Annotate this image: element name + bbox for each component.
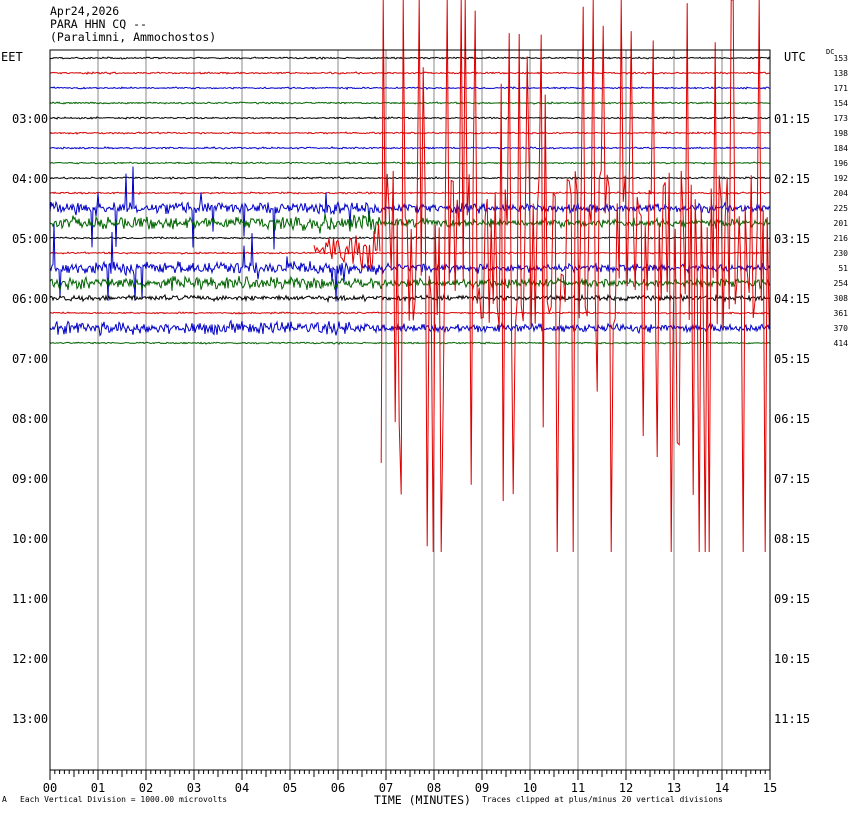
x-axis-title: TIME (MINUTES) [374, 793, 471, 807]
trace-line [49, 251, 771, 255]
right-time-label: 05:15 [774, 352, 811, 366]
x-tick-label: 13 [666, 781, 682, 795]
dc-value: 254 [833, 279, 848, 288]
dc-value: 370 [833, 324, 848, 333]
dc-value: 153 [833, 54, 848, 63]
clip-note: Traces clipped at plus/minus 20 vertical… [482, 795, 723, 804]
x-tick-label: 01 [90, 781, 106, 795]
trace-line [49, 86, 771, 91]
dc-value: 230 [833, 249, 848, 258]
header-date: Apr24,2026 [50, 4, 120, 18]
x-tick-label: 09 [474, 781, 490, 795]
trace-line [49, 341, 771, 345]
right-time-label: 04:15 [774, 292, 811, 306]
trace-line [49, 101, 771, 105]
left-time-label: 11:00 [12, 592, 49, 606]
x-tick-label: 15 [762, 781, 778, 795]
left-time-label: 05:00 [12, 232, 49, 246]
corner-mark: A [2, 795, 7, 804]
trace-line [49, 176, 771, 180]
dc-value: 51 [838, 264, 848, 273]
x-tick-label: 02 [138, 781, 154, 795]
dc-value: 184 [833, 144, 848, 153]
left-time-label: 09:00 [12, 472, 49, 486]
left-time-label: 06:00 [12, 292, 49, 306]
trace-line [49, 211, 771, 235]
left-time-label: 13:00 [12, 712, 49, 726]
dc-value: 196 [833, 159, 848, 168]
right-time-label: 11:15 [774, 712, 811, 726]
seismic-traces [49, 0, 771, 553]
left-time-label: 04:00 [12, 172, 49, 186]
x-tick-label: 00 [42, 781, 58, 795]
dc-value: 216 [833, 234, 848, 243]
dc-value: 198 [833, 129, 848, 138]
right-time-label: 06:15 [774, 412, 811, 426]
trace-line [49, 311, 771, 315]
trace-line [49, 116, 771, 120]
x-tick-label: 06 [330, 781, 346, 795]
event-onset-trace [313, 224, 381, 270]
dc-value: 361 [833, 309, 848, 318]
x-tick-label: 05 [282, 781, 298, 795]
right-time-label: 07:15 [774, 472, 811, 486]
left-timezone-label: EET [1, 50, 23, 64]
header-station: PARA HHN CQ -- [50, 17, 147, 31]
right-time-label: 10:15 [774, 652, 811, 666]
x-tick-label: 11 [570, 781, 586, 795]
left-time-label: 08:00 [12, 412, 49, 426]
header-location: (Paralimni, Ammochostos) [50, 30, 217, 44]
trace-line [49, 131, 771, 135]
x-tick-label: 10 [522, 781, 538, 795]
right-time-label: 08:15 [774, 532, 811, 546]
x-tick-label: 12 [618, 781, 634, 795]
trace-line [49, 71, 770, 75]
dc-value: 192 [833, 174, 848, 183]
plot-frame [49, 49, 771, 780]
x-tick-label: 08 [426, 781, 442, 795]
plot-border [49, 49, 771, 771]
right-time-label: 09:15 [774, 592, 811, 606]
scale-note: Each Vertical Division = 1000.00 microvo… [20, 795, 228, 804]
trace-line [49, 146, 771, 150]
dc-value: 225 [833, 204, 848, 213]
dc-column-header: DC [826, 48, 835, 56]
grid-lines [97, 50, 723, 770]
dc-value: 173 [833, 114, 848, 123]
right-time-label: 03:15 [774, 232, 811, 246]
strong-motion-trace [380, 0, 770, 553]
left-time-label: 10:00 [12, 532, 49, 546]
dc-value: 414 [833, 339, 848, 348]
left-time-label: 07:00 [12, 352, 49, 366]
left-time-label: 12:00 [12, 652, 49, 666]
dc-value: 138 [833, 69, 848, 78]
trace-line [49, 236, 771, 240]
left-time-label: 03:00 [12, 112, 49, 126]
trace-line [49, 166, 771, 250]
trace-line [49, 191, 771, 195]
right-timezone-label: UTC [784, 50, 806, 64]
x-tick-label: 14 [714, 781, 730, 795]
dc-value: 308 [833, 294, 848, 303]
x-tick-label: 07 [378, 781, 394, 795]
x-tick-label: 04 [234, 781, 250, 795]
dc-value: 204 [833, 189, 848, 198]
trace-line [49, 161, 771, 165]
trace-line [49, 319, 771, 337]
trace-line [49, 56, 771, 60]
right-time-label: 02:15 [774, 172, 811, 186]
right-time-label: 01:15 [774, 112, 811, 126]
dc-value: 201 [833, 219, 848, 228]
x-tick-label: 03 [186, 781, 202, 795]
dc-value: 171 [833, 84, 848, 93]
dc-value: 154 [833, 99, 848, 108]
